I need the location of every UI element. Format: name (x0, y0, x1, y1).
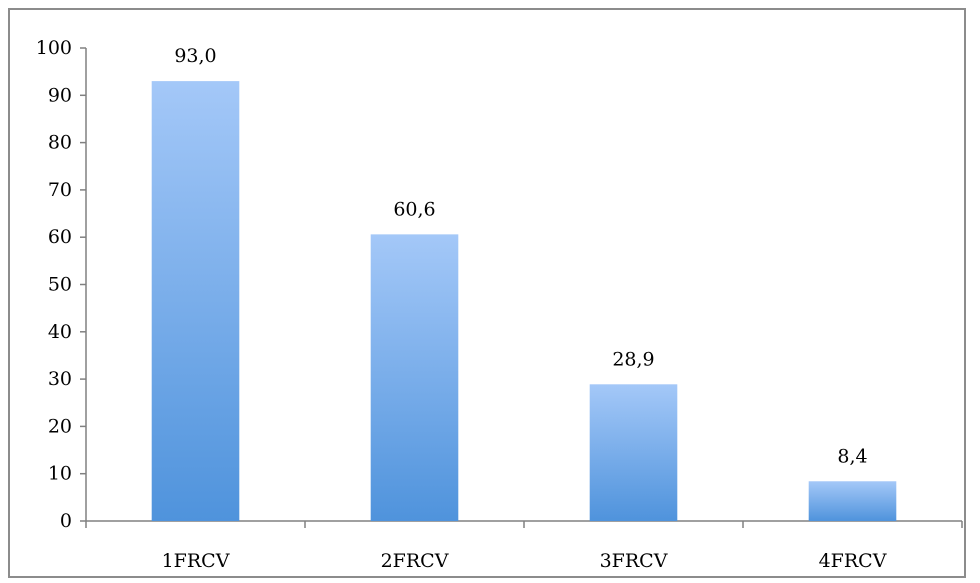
y-tick-label: 100 (36, 37, 72, 59)
bar-4frcv (808, 481, 897, 521)
y-axis: 0 10 20 30 40 50 60 70 80 90 100 (36, 37, 87, 532)
x-axis: 1FRCV 2FRCV 3FRCV 4FRCV (85, 520, 963, 572)
y-tick-label: 80 (48, 132, 72, 154)
data-label: 93,0 (174, 45, 216, 67)
x-category-label: 1FRCV (162, 550, 230, 572)
y-tick-label: 90 (48, 84, 72, 106)
y-tick-label: 50 (48, 274, 72, 296)
bar-1frcv (151, 81, 240, 522)
bars (151, 81, 897, 522)
y-tick-label: 10 (48, 463, 72, 485)
y-tick-label: 40 (48, 321, 72, 343)
y-tick-label: 70 (48, 179, 72, 201)
y-tick-label: 30 (48, 368, 72, 390)
data-label: 8,4 (837, 445, 867, 467)
x-category-label: 4FRCV (819, 550, 887, 572)
data-label: 60,6 (393, 198, 435, 220)
y-tick-label: 20 (48, 415, 72, 437)
data-label: 28,9 (612, 348, 654, 370)
x-category-label: 3FRCV (600, 550, 668, 572)
bar-3frcv (589, 384, 678, 521)
x-category-label: 2FRCV (381, 550, 449, 572)
data-labels: 93,0 60,6 28,9 8,4 (174, 45, 867, 467)
y-tick-label: 0 (60, 510, 72, 532)
bar-2frcv (370, 234, 459, 521)
y-tick-label: 60 (48, 226, 72, 248)
